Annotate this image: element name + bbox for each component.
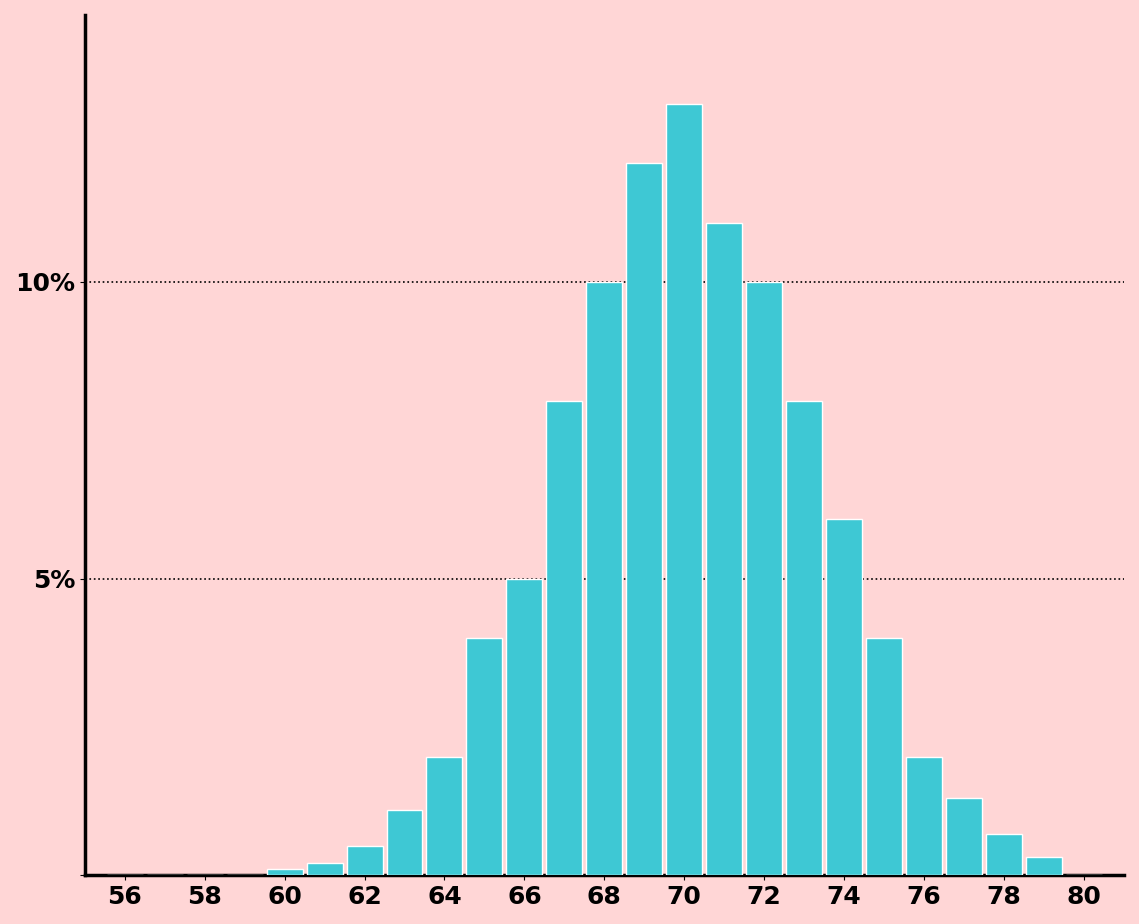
Bar — [947, 798, 982, 875]
Bar — [666, 104, 703, 875]
Bar — [826, 519, 862, 875]
Bar — [626, 164, 662, 875]
Bar — [907, 757, 942, 875]
Bar — [706, 223, 743, 875]
Bar — [547, 401, 582, 875]
Bar — [426, 757, 462, 875]
Bar — [507, 578, 542, 875]
Bar — [587, 282, 622, 875]
Bar — [746, 282, 782, 875]
Bar — [467, 638, 502, 875]
Bar — [866, 638, 902, 875]
Bar — [346, 845, 383, 875]
Bar — [386, 810, 423, 875]
Bar — [267, 869, 303, 875]
Bar — [1026, 857, 1062, 875]
Bar — [786, 401, 822, 875]
Bar — [986, 833, 1022, 875]
Bar — [306, 863, 343, 875]
